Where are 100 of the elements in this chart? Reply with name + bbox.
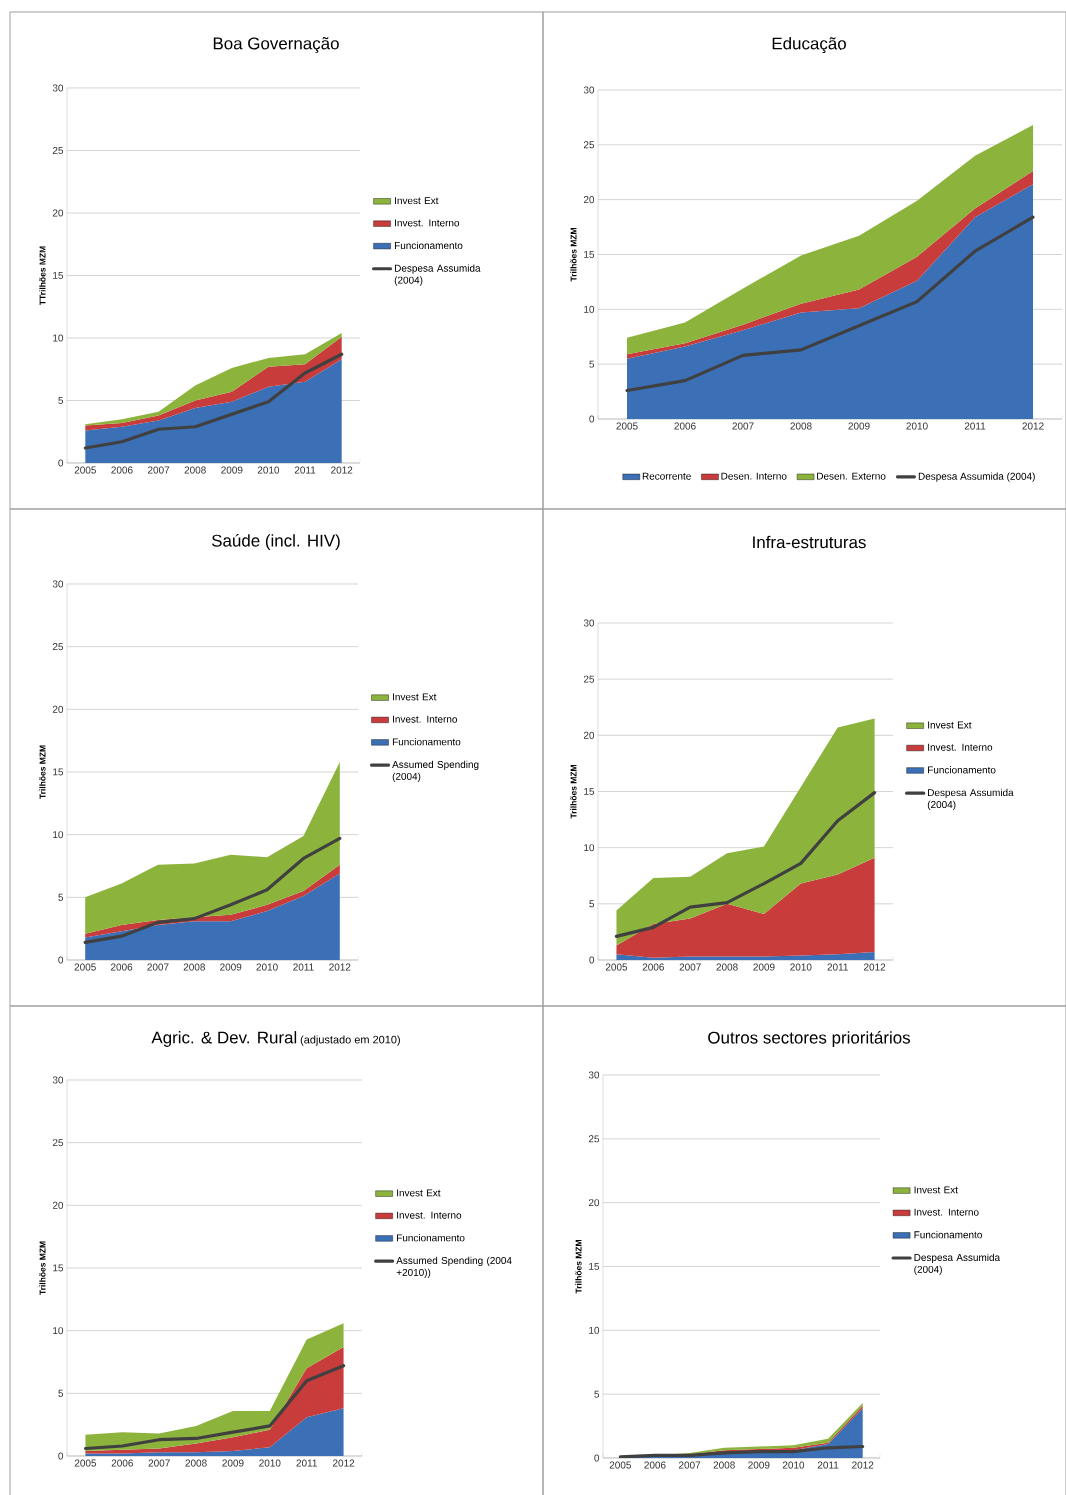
legend-label: Recorrente (642, 472, 691, 480)
y-tick-label: 5 (58, 1389, 64, 1397)
y-tick-label: 20 (583, 196, 595, 204)
x-tick-label: 2009 (753, 963, 775, 971)
legend-label: Assumed Spending (2004 +2010)) (396, 1256, 512, 1278)
x-tick-label: 2010 (259, 1459, 281, 1467)
chart-title: Infra-estruturas (753, 535, 866, 549)
legend-label: Invest. Interno (928, 743, 993, 751)
y-tick-label: 30 (588, 1071, 600, 1079)
x-tick-label: 2008 (790, 422, 812, 430)
y-tick-label: 25 (52, 146, 64, 154)
line-series (83, 1364, 346, 1451)
x-tick-label: 2012 (1022, 422, 1044, 430)
y-tick-label: 5 (58, 893, 64, 901)
y-tick-label: 15 (53, 1264, 64, 1272)
x-tick-label: 2007 (679, 963, 701, 971)
x-tick-label: 2009 (848, 422, 870, 430)
y-tick-label: 0 (58, 956, 64, 964)
x-tick-label: 2007 (147, 466, 170, 474)
y-axis-title: Trilhões MZM (570, 765, 577, 819)
legend-label: Invest Ext (393, 693, 437, 701)
y-tick-label: 0 (589, 415, 595, 423)
x-tick-label: 2005 (74, 466, 96, 474)
y-tick-label: 0 (594, 1454, 600, 1462)
line-series (625, 215, 1035, 393)
y-tick-label: 0 (58, 459, 64, 467)
legend-label: Desen. Externo (817, 472, 886, 480)
y-tick-label: 10 (53, 831, 64, 839)
legend-label: Invest. Interno (914, 1208, 979, 1216)
x-tick-label: 2007 (147, 963, 169, 971)
y-axis-title: TTrilhões MZM (39, 246, 46, 306)
y-tick-label: 5 (589, 900, 595, 908)
y-tick-label: 15 (584, 250, 595, 258)
legend-label: Invest. Interno (393, 715, 458, 723)
legend-label: Invest Ext (397, 1189, 441, 1197)
x-tick-label: 2009 (220, 963, 242, 971)
y-tick-label: 25 (583, 675, 595, 683)
y-tick-label: 0 (589, 956, 595, 964)
y-tick-label: 15 (584, 788, 595, 795)
y-axis-title: Trilhões MZM (39, 1241, 46, 1295)
legend-label: Funcionamento (928, 766, 996, 774)
legend-label: Desen. Interno (721, 472, 787, 480)
y-tick-label: 15 (53, 271, 64, 279)
line-series (618, 1444, 865, 1458)
y-tick-label: 0 (58, 1452, 64, 1460)
legend-label: Invest Ext (928, 721, 972, 729)
y-tick-label: 25 (588, 1135, 600, 1143)
x-tick-label: 2007 (148, 1459, 170, 1467)
x-tick-label: 2009 (222, 1459, 244, 1467)
x-tick-label: 2010 (790, 963, 812, 971)
y-tick-label: 25 (52, 1139, 64, 1147)
y-tick-label: 25 (583, 141, 595, 149)
y-tick-label: 10 (53, 1327, 64, 1335)
x-tick-label: 2009 (221, 466, 243, 474)
y-axis-title: Trilhões MZM (575, 1240, 582, 1294)
x-tick-label: 2008 (713, 1461, 735, 1469)
x-tick-label: 2005 (616, 422, 638, 430)
x-tick-label: 2006 (642, 963, 664, 971)
legend-label: Funcionamento (394, 241, 463, 250)
chart-title: Agric. & Dev. Rural (151, 1031, 297, 1047)
chart-title: Outros sectores prioritários (708, 1031, 911, 1047)
y-tick-label: 20 (52, 209, 64, 217)
x-tick-label: 2008 (183, 963, 205, 971)
y-tick-label: 10 (589, 1326, 600, 1334)
y-tick-label: 10 (584, 305, 595, 313)
legend-label: Invest. Interno (397, 1211, 462, 1219)
x-tick-label: 2011 (827, 963, 848, 971)
x-tick-label: 2010 (256, 963, 278, 971)
y-tick-label: 15 (589, 1263, 600, 1270)
x-tick-label: 2012 (852, 1461, 874, 1469)
x-tick-label: 2007 (678, 1461, 701, 1469)
x-tick-label: 2006 (644, 1461, 666, 1469)
x-tick-label: 2010 (257, 466, 280, 474)
y-tick-label: 20 (52, 705, 64, 713)
x-tick-label: 2006 (111, 466, 133, 474)
chart-title: Educação (772, 37, 846, 53)
x-tick-label: 2011 (294, 466, 316, 474)
x-tick-label: 2005 (609, 1461, 631, 1469)
y-tick-label: 30 (583, 86, 595, 94)
y-tick-label: 10 (584, 844, 595, 852)
x-tick-label: 2012 (332, 1459, 355, 1467)
x-tick-label: 2011 (964, 422, 986, 430)
y-tick-label: 10 (53, 334, 64, 342)
chart-title: Saúde (incl. HIV) (211, 534, 340, 550)
legend-label: Invest Ext (914, 1186, 958, 1194)
chart-subtitle: (adjustado em 2010) (300, 1035, 400, 1046)
legend-label: Funcionamento (914, 1231, 982, 1239)
x-tick-label: 2008 (716, 963, 738, 971)
x-tick-label: 2005 (74, 1459, 97, 1467)
y-tick-label: 30 (52, 580, 64, 588)
x-tick-label: 2006 (110, 963, 133, 971)
x-tick-label: 2012 (331, 466, 353, 474)
x-tick-label: 2010 (906, 422, 928, 430)
chart-title: Boa Governação (213, 37, 339, 53)
y-tick-label: 30 (52, 1076, 64, 1084)
x-tick-label: 2005 (74, 963, 96, 971)
x-tick-label: 2010 (782, 1461, 805, 1469)
y-tick-label: 25 (52, 643, 64, 651)
legend-label: Despesa Assumida (2004) (918, 472, 1035, 482)
x-tick-label: 2009 (748, 1461, 770, 1469)
